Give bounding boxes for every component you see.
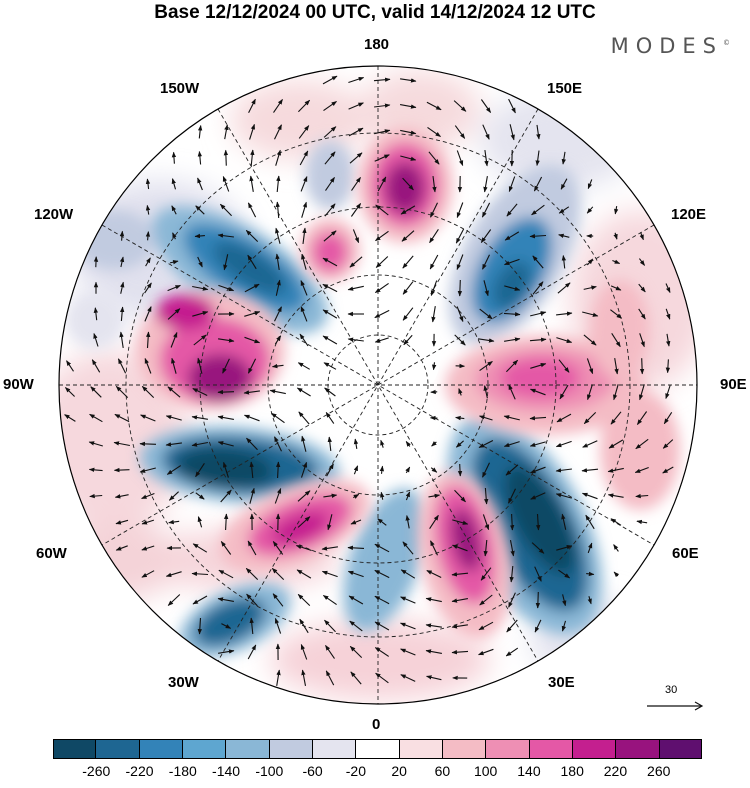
colorbar-segment xyxy=(226,739,269,759)
lon-label-120w: 120W xyxy=(34,206,73,223)
wind-arrow xyxy=(460,280,461,296)
colorbar-tick-label: 220 xyxy=(604,763,627,779)
wind-arrow xyxy=(460,464,461,476)
anomaly-field xyxy=(30,60,710,710)
wind-arrow xyxy=(218,392,234,393)
colorbar-ticks: -260 -220 -180 -140 -100 -60 -20 20 60 100 140 180 2… xyxy=(53,763,702,781)
colorbar-tick-label: 140 xyxy=(517,763,540,779)
lon-label-120e: 120E xyxy=(671,206,706,223)
colorbar-segment xyxy=(616,739,659,759)
colorbar-segment xyxy=(53,739,96,759)
wind-arrow xyxy=(226,150,227,165)
colorbar-tick-label: -220 xyxy=(126,763,154,779)
wind-arrow xyxy=(140,444,156,445)
wind-arrow xyxy=(115,470,130,471)
lon-label-90w: 90W xyxy=(3,376,34,393)
colorbar-segment xyxy=(140,739,183,759)
colorbar-tick-label: 100 xyxy=(474,763,497,779)
wind-arrow xyxy=(642,358,643,374)
colorbar-tick-label: 260 xyxy=(647,763,670,779)
colorbar-segment xyxy=(313,739,356,759)
lon-label-0: 0 xyxy=(372,716,380,733)
colorbar-segment xyxy=(660,739,702,759)
wind-arrow xyxy=(538,592,539,608)
colorbar-tick-label: 20 xyxy=(391,763,407,779)
colorbar-tick-label: 180 xyxy=(561,763,584,779)
colorbar-tick-label: -180 xyxy=(169,763,197,779)
lon-label-30e: 30E xyxy=(548,674,575,691)
colorbar xyxy=(53,739,702,759)
colorbar-segment xyxy=(183,739,226,759)
colorbar-segment xyxy=(96,739,139,759)
lon-label-90e: 90E xyxy=(720,376,747,393)
lon-label-150w: 150W xyxy=(160,80,199,97)
colorbar-segment xyxy=(270,739,313,759)
colorbar-tick-label: -100 xyxy=(255,763,283,779)
colorbar-tick-label: -140 xyxy=(212,763,240,779)
lon-label-60e: 60E xyxy=(672,545,699,562)
reference-vector: 30 xyxy=(645,684,705,714)
colorbar-tick-label: 60 xyxy=(435,763,451,779)
colorbar-segment xyxy=(530,739,573,759)
colorbar-tick-label: -20 xyxy=(346,763,366,779)
lon-label-150e: 150E xyxy=(547,80,582,97)
colorbar-segment xyxy=(573,739,616,759)
colorbar-segment xyxy=(486,739,529,759)
colorbar-tick-label: -260 xyxy=(82,763,110,779)
colorbar-segment xyxy=(443,739,486,759)
colorbar-segment xyxy=(400,739,443,759)
reference-arrow-icon xyxy=(645,684,705,714)
lon-label-180: 180 xyxy=(364,36,389,53)
lon-label-30w: 30W xyxy=(168,674,199,691)
colorbar-segment xyxy=(356,739,399,759)
lon-label-60w: 60W xyxy=(36,545,67,562)
colorbar-tick-label: -60 xyxy=(302,763,322,779)
